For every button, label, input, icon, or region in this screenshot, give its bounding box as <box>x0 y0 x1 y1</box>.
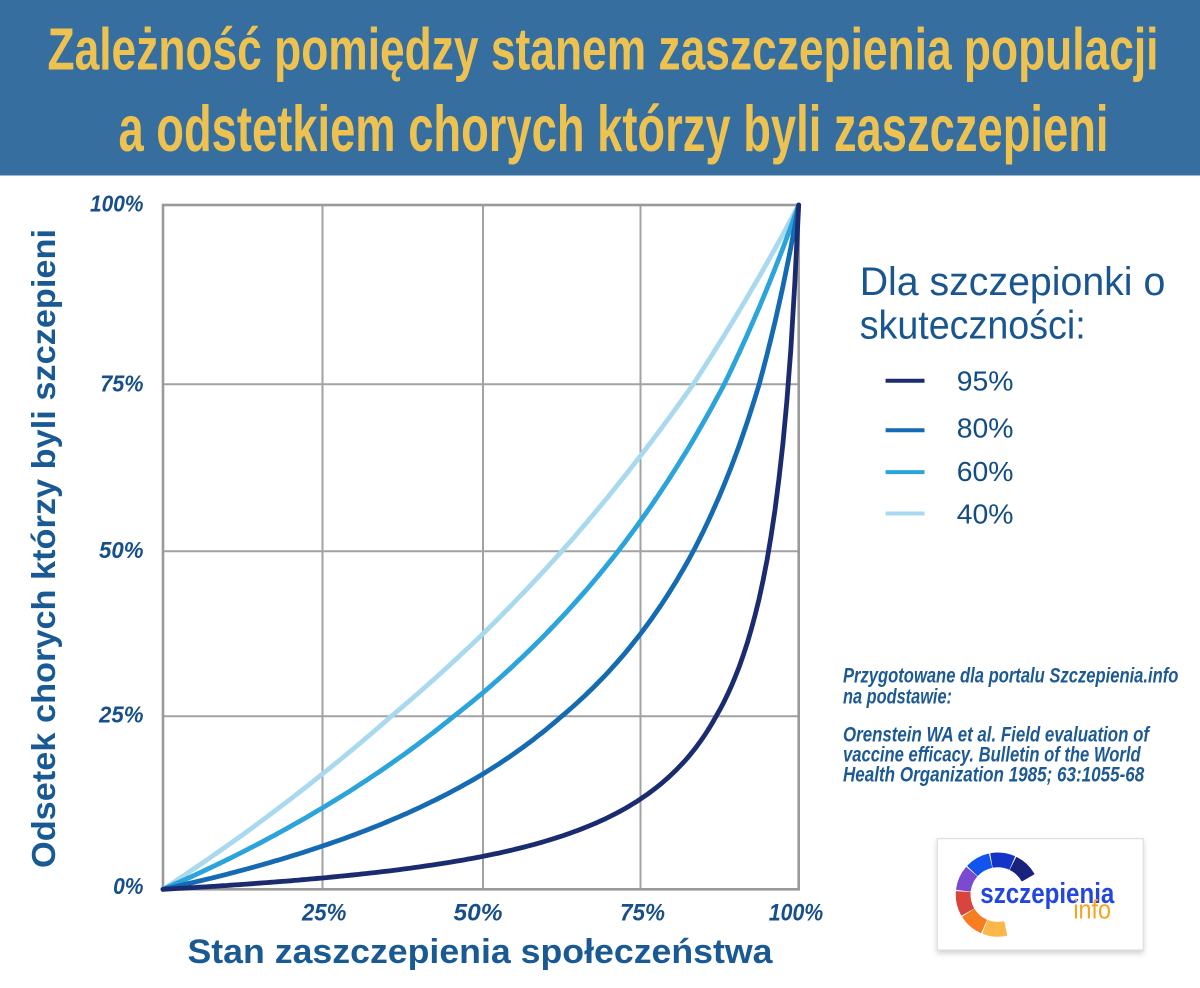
svg-text:Dla szczepionki o: Dla szczepionki o <box>860 260 1166 304</box>
svg-text:100%: 100% <box>90 191 144 217</box>
svg-text:skuteczności:: skuteczności: <box>860 304 1086 348</box>
svg-text:Stan zaszczepienia społeczeńst: Stan zaszczepienia społeczeństwa <box>188 933 774 971</box>
svg-text:25%: 25% <box>301 900 346 927</box>
svg-text:95%: 95% <box>957 366 1014 397</box>
svg-text:vaccine efficacy. Bulletin of: vaccine efficacy. Bulletin of the World <box>843 744 1142 767</box>
svg-text:25%: 25% <box>98 702 143 728</box>
svg-text:Przygotowane dla portalu Szcze: Przygotowane dla portalu Szczepienia.inf… <box>843 665 1179 688</box>
svg-text:75%: 75% <box>100 371 143 397</box>
svg-text:40%: 40% <box>957 498 1014 529</box>
svg-text:Zależność pomiędzy stanem zasz: Zależność pomiędzy stanem zaszczepienia … <box>48 17 1159 83</box>
svg-text:60%: 60% <box>957 456 1014 487</box>
svg-text:0%: 0% <box>113 873 143 899</box>
svg-text:50%: 50% <box>99 537 144 563</box>
svg-text:100%: 100% <box>769 900 824 927</box>
svg-text:a odstetkiem chorych którzy by: a odstetkiem chorych którzy byli zaszcze… <box>119 92 1109 165</box>
svg-text:Odsetek chorych którzy byli sz: Odsetek chorych którzy byli szczepieni <box>25 229 62 868</box>
svg-text:Orenstein WA et al. Field eval: Orenstein WA et al. Field evaluation of <box>843 723 1151 746</box>
svg-text:na podstawie:: na podstawie: <box>843 686 952 709</box>
svg-text:50%: 50% <box>454 900 503 927</box>
svg-text:Health Organization 1985; 63:1: Health Organization 1985; 63:1055-68 <box>843 764 1144 787</box>
svg-text:75%: 75% <box>620 900 665 927</box>
svg-text:info: info <box>1073 895 1111 925</box>
svg-text:80%: 80% <box>957 413 1014 444</box>
svg-text:szczepienia: szczepienia <box>980 878 1115 910</box>
